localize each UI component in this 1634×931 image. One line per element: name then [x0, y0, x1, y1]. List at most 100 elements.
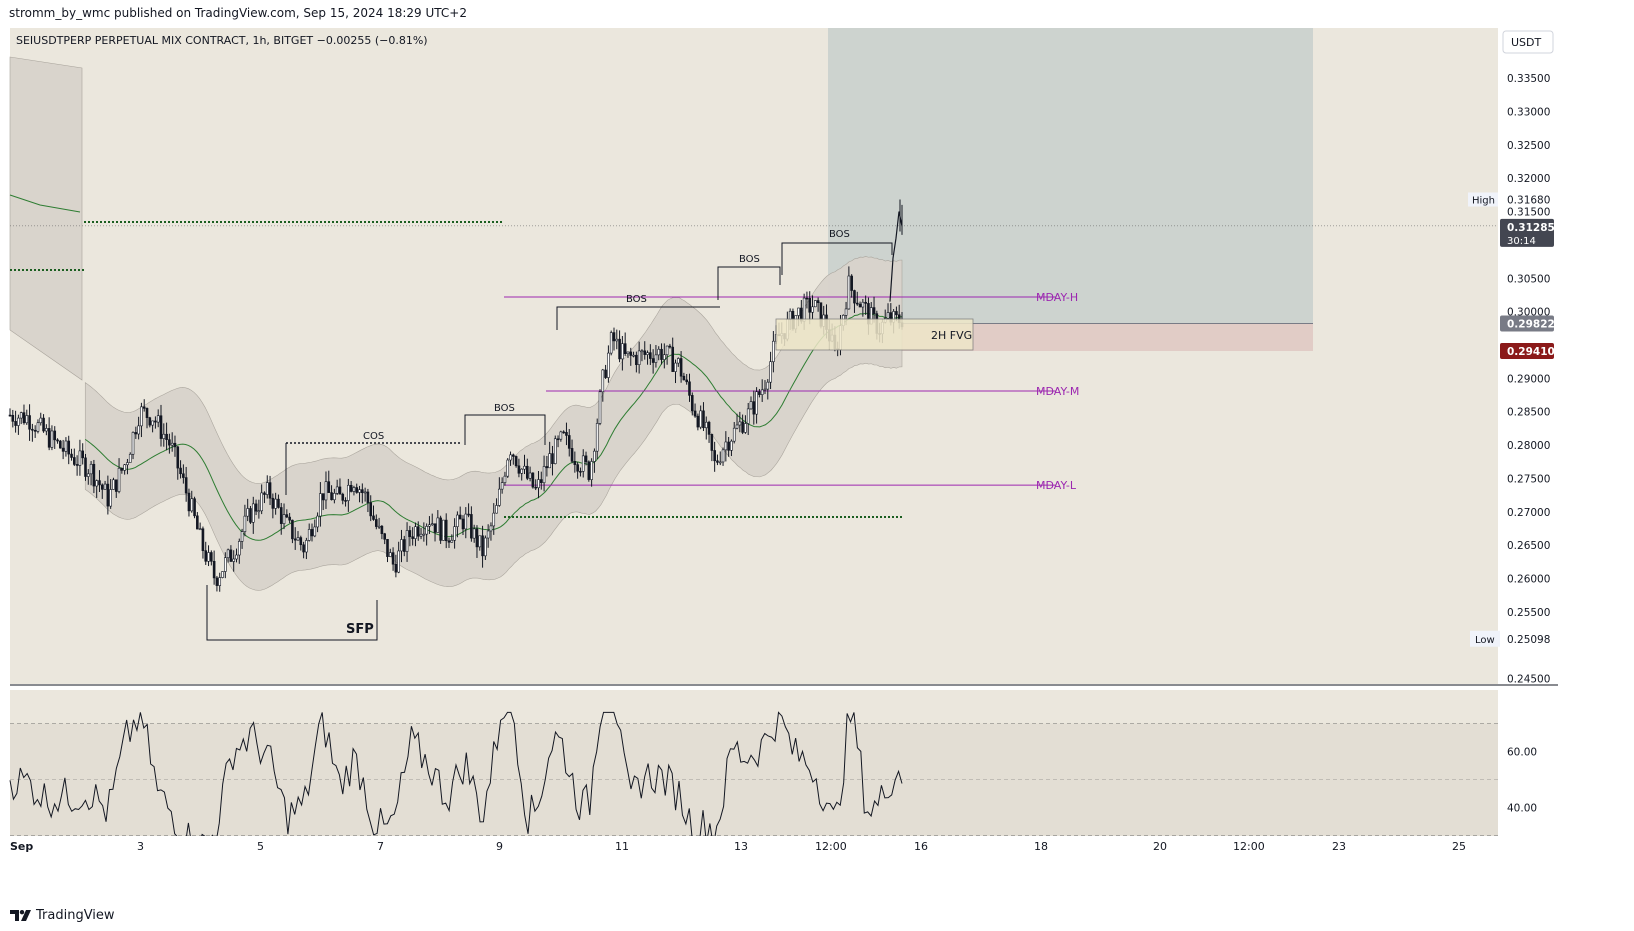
- candle-body: [81, 450, 85, 459]
- bos-marker-3: [717, 266, 781, 300]
- candle-body: [635, 354, 638, 366]
- time-axis: [10, 836, 1558, 858]
- candle-body: [682, 375, 686, 381]
- candle-body: [551, 453, 554, 464]
- rsi-tick-60: 60.00: [1507, 747, 1537, 759]
- candle-body: [140, 406, 143, 427]
- candle-body: [660, 348, 663, 360]
- high-tag-label: High: [1472, 196, 1495, 207]
- candle-body: [137, 425, 140, 435]
- currency-label[interactable]: USDT: [1511, 36, 1542, 49]
- candle-body: [607, 352, 610, 378]
- candle-body: [688, 381, 691, 396]
- publisher-line: stromm_by_wmc published on TradingView.c…: [9, 6, 467, 20]
- entry-price-tag: [1500, 315, 1554, 332]
- candle-body: [274, 498, 277, 509]
- candle-body: [814, 300, 817, 308]
- candle-body: [154, 420, 157, 423]
- price-scale: [1498, 28, 1558, 858]
- cos-label: COS: [363, 431, 384, 442]
- candle-body: [621, 343, 624, 360]
- candle-body: [517, 465, 521, 474]
- tradingview-logo[interactable]: TradingView: [10, 908, 115, 923]
- candle-body: [537, 479, 540, 489]
- candle-body: [70, 453, 73, 458]
- candle-body: [495, 505, 498, 514]
- candle-body: [752, 401, 756, 415]
- candle-body: [492, 512, 496, 527]
- candle-body: [710, 434, 714, 451]
- candle-body: [215, 577, 219, 586]
- candle-body: [307, 529, 311, 541]
- candle-body: [730, 440, 733, 451]
- candle-body: [310, 529, 314, 537]
- candle-body: [416, 526, 420, 537]
- candle-body: [31, 428, 34, 431]
- candles: [8, 199, 904, 592]
- candle-body: [383, 533, 386, 540]
- candle-body: [643, 350, 647, 355]
- candle-body: [802, 297, 806, 322]
- candle-body: [766, 381, 770, 390]
- candle-body: [500, 482, 504, 490]
- currency-selector: [1502, 30, 1554, 54]
- candle-body: [858, 303, 862, 308]
- candle-body: [224, 557, 227, 572]
- candle-body: [618, 338, 621, 360]
- candle-body: [95, 480, 98, 487]
- footer: [0, 897, 1634, 931]
- candle-body: [772, 340, 775, 362]
- candle-body: [542, 466, 546, 484]
- candle-body: [702, 410, 705, 429]
- candle-body: [201, 528, 205, 551]
- candle-body: [461, 518, 465, 530]
- bos-marker-2: [556, 306, 720, 330]
- candle-body: [53, 430, 57, 441]
- candle-body: [50, 430, 54, 448]
- candle-body: [73, 457, 76, 465]
- candle-body: [103, 483, 107, 490]
- candle-body: [75, 464, 79, 466]
- low-value: 0.25098: [1507, 634, 1550, 646]
- candle-body: [179, 467, 182, 475]
- candle-body: [716, 460, 719, 463]
- take-profit-zone: [828, 28, 1313, 324]
- candle-body: [458, 514, 462, 520]
- candle-body: [282, 514, 286, 524]
- candle-body: [142, 406, 146, 409]
- candle-body: [386, 539, 389, 557]
- candle-body: [148, 417, 152, 426]
- candle-body: [805, 297, 809, 300]
- candle-body: [112, 479, 115, 490]
- candle-body: [260, 492, 263, 512]
- candle-body: [106, 483, 110, 507]
- candle-body: [249, 508, 252, 523]
- candle-body: [263, 492, 266, 495]
- candle-body: [47, 428, 51, 448]
- candle-body: [436, 517, 440, 533]
- candle-body: [198, 528, 202, 531]
- candle-body: [467, 513, 470, 516]
- x-tick-label: 20: [1153, 840, 1167, 853]
- candle-body: [576, 464, 579, 472]
- candle-body: [808, 298, 812, 313]
- candle-body: [321, 493, 325, 501]
- candle-body: [162, 433, 166, 439]
- candle-body: [861, 301, 865, 308]
- high-value: 0.31680: [1507, 195, 1550, 207]
- candle-body: [352, 487, 356, 492]
- candle-body: [190, 498, 194, 512]
- bos-marker-1: [464, 414, 546, 445]
- candle-body: [886, 312, 890, 319]
- x-tick-label: Sep: [10, 840, 33, 853]
- candle-body: [366, 491, 370, 503]
- candle-body: [707, 421, 711, 435]
- candle-body: [609, 332, 613, 354]
- bos-marker-4: [781, 242, 893, 275]
- candle-body: [358, 489, 361, 493]
- candle-body: [333, 493, 336, 501]
- candle-body: [243, 515, 247, 532]
- y-tick-label: 0.27500: [1507, 473, 1550, 485]
- candle-body: [341, 493, 345, 501]
